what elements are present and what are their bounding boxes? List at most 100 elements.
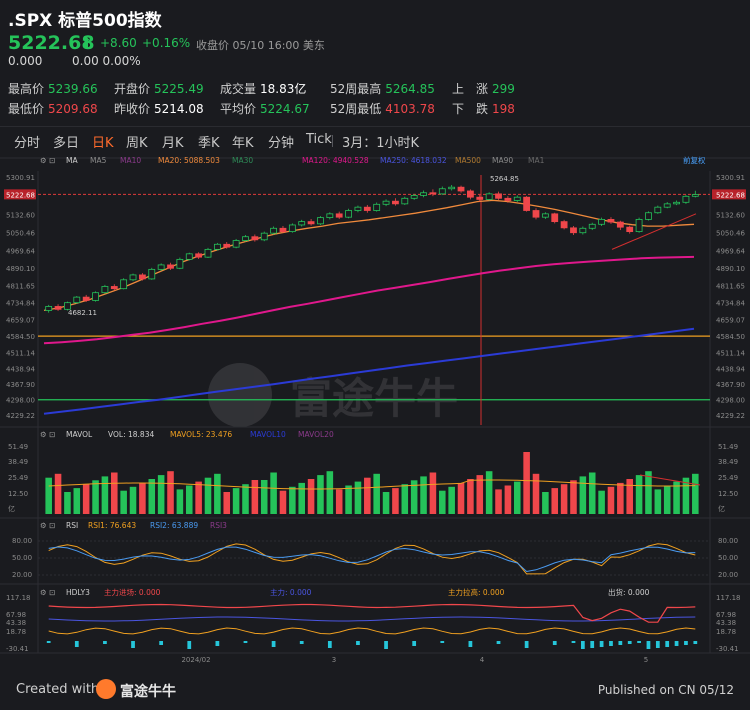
- volume-bar: [139, 482, 146, 514]
- series-line-ma250: [43, 327, 695, 415]
- price-axis-label: 5300.91: [6, 174, 35, 182]
- stat-value: 5225.49: [154, 82, 204, 96]
- volume-legend: ⚙ ⊡ MAVOL VOL: 18.834 MAVOL5: 23.476 MAV…: [40, 430, 334, 439]
- volume-bar: [54, 473, 62, 514]
- volume-bar: [439, 490, 446, 514]
- hdly-pull-line: [48, 627, 696, 635]
- candle-body: [335, 213, 343, 218]
- hdly-bar: [524, 641, 529, 648]
- candle-body: [645, 212, 652, 220]
- volume-bar: [448, 486, 455, 514]
- hdly-mid-line: [48, 616, 696, 622]
- volume-bar: [645, 471, 652, 514]
- close-status: 收盘价 05/10 16:00 美东: [196, 39, 325, 52]
- volume-axis-label: 38.49: [8, 458, 28, 466]
- volume-bar: [532, 473, 540, 514]
- volume-trend-line: [639, 474, 701, 486]
- rsi2-line: [48, 546, 696, 573]
- volume-bar: [617, 482, 624, 514]
- rsi-axis-label: 50.00: [718, 554, 738, 562]
- volume-bar: [457, 482, 465, 514]
- stat-label: 平均价: [220, 102, 257, 116]
- volume-bar: [410, 480, 418, 514]
- low-annotation: 4682.11: [68, 309, 97, 317]
- stat-label: 最低价: [8, 102, 45, 116]
- tab-separator: [332, 135, 333, 147]
- candle-body: [345, 210, 352, 218]
- candle-body: [673, 201, 680, 205]
- tab-4[interactable]: 月K: [162, 136, 184, 151]
- volume-bar: [626, 479, 633, 514]
- volume-bar: [673, 481, 680, 514]
- price-axis-label: 4367.90: [6, 381, 35, 389]
- footer: Created with 富途牛牛 Published on CN 05/12: [0, 676, 750, 710]
- stat-label: 52周最高: [330, 82, 382, 96]
- tab-0[interactable]: 分时: [14, 136, 41, 151]
- hdly-bar: [627, 641, 632, 644]
- hdly-bar: [590, 641, 595, 648]
- high-annotation: 5264.85: [490, 175, 519, 183]
- hdly-bar: [655, 641, 660, 648]
- candle-body: [326, 213, 334, 219]
- hdly-axis-label: 18.78: [6, 628, 26, 636]
- tab-3[interactable]: 周K: [126, 136, 148, 151]
- candle-body: [73, 296, 81, 304]
- tab-9[interactable]: 3月：1小时K: [342, 136, 420, 151]
- tab-1[interactable]: 多日: [53, 136, 80, 151]
- candle-body: [279, 227, 287, 233]
- candle-body: [410, 195, 418, 199]
- price-axis-label: 4659.07: [6, 317, 35, 325]
- hdly-bar: [571, 641, 576, 643]
- volume-bar: [401, 484, 409, 514]
- after-hours-change: 0.000: [8, 54, 43, 68]
- candle-body: [260, 232, 268, 241]
- stat-value: 18.83亿: [260, 82, 307, 96]
- volume-axis-label: 51.49: [718, 443, 738, 451]
- volume-bar: [45, 477, 52, 514]
- volume-bar: [682, 477, 690, 514]
- volume-bar: [364, 477, 371, 514]
- tab-6[interactable]: 年K: [232, 136, 254, 151]
- candle-body: [307, 221, 315, 225]
- price-axis-label: 4229.22: [6, 412, 35, 420]
- volume-bar: [579, 476, 587, 514]
- candle-body: [298, 221, 306, 226]
- hdly-bar: [215, 641, 220, 646]
- stat-item: 最高价 5239.66: [8, 80, 98, 97]
- adjust-toggle[interactable]: 前复权: [683, 155, 706, 165]
- vol-legend-name: MAVOL: [66, 430, 93, 439]
- watermark: 富途牛牛: [208, 363, 458, 427]
- hdly-legend-mid: 主力: 0.000: [270, 587, 312, 597]
- hdly-bar: [674, 641, 679, 646]
- tab-5[interactable]: 季K: [198, 136, 220, 151]
- candle-body: [532, 210, 540, 218]
- kline-chart[interactable]: 富途牛牛 ⚙ ⊡ MA MA5 MA10 MA20: 5088.503 MA30…: [0, 153, 750, 675]
- stat-item: 成交量 18.83亿: [220, 80, 306, 97]
- price-axis-label: 4438.94: [6, 365, 35, 373]
- volume-bar: [195, 481, 202, 514]
- candle-body: [579, 227, 587, 234]
- candle-body: [635, 218, 643, 233]
- hdly-bar: [665, 641, 670, 647]
- candle-body: [204, 248, 212, 258]
- tab-7[interactable]: 分钟: [268, 136, 295, 151]
- hdly-axis-label: 117.18: [6, 594, 31, 602]
- hdly-bar: [609, 641, 613, 646]
- stat-label: 下 跌: [452, 102, 489, 116]
- candle-body: [129, 274, 137, 281]
- price-axis-label: 5132.60: [6, 211, 35, 219]
- volume-bar: [223, 492, 231, 514]
- tab-2[interactable]: 日K: [92, 136, 114, 151]
- tab-8[interactable]: Tick: [306, 132, 332, 147]
- candle-body: [270, 227, 277, 234]
- volume-bar: [279, 490, 287, 514]
- period-tabs: 分时 多日 日K 周K 月K 季K 年K 分钟 Tick 3月：1小时K: [0, 126, 750, 153]
- volume-bar: [298, 482, 305, 514]
- stat-item: 最低价 5209.68: [8, 100, 98, 117]
- candle-body: [513, 196, 521, 201]
- candle-body: [682, 195, 690, 203]
- volume-axis-label: 亿: [718, 504, 725, 513]
- trend-line: [611, 213, 697, 250]
- candle-body: [504, 197, 512, 201]
- candle-body: [495, 193, 502, 199]
